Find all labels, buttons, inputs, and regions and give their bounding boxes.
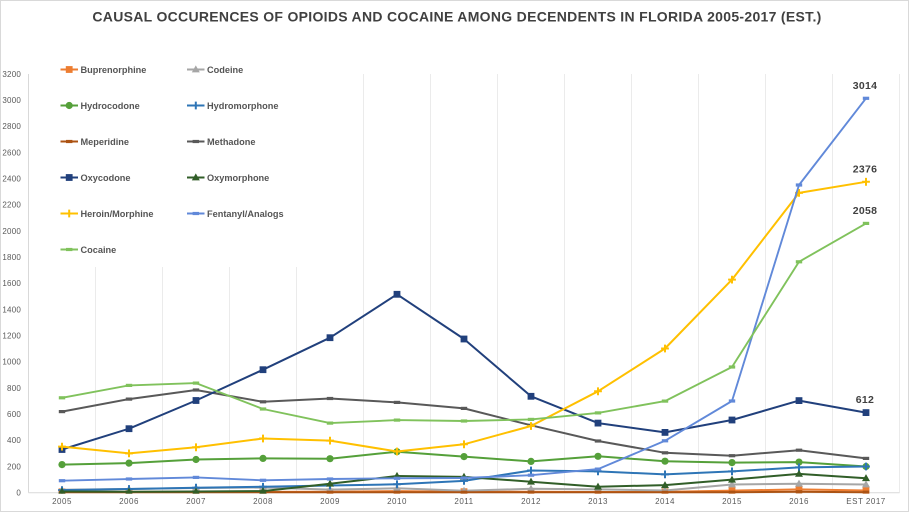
svg-text:2600: 2600 (2, 148, 21, 157)
svg-text:2013: 2013 (588, 497, 608, 506)
svg-text:600: 600 (7, 410, 21, 419)
svg-text:2005: 2005 (52, 497, 72, 506)
svg-text:Hydromorphone: Hydromorphone (207, 101, 278, 111)
svg-text:2014: 2014 (655, 497, 675, 506)
svg-text:Oxymorphone: Oxymorphone (207, 173, 269, 183)
svg-text:3200: 3200 (2, 70, 21, 79)
svg-text:2012: 2012 (521, 497, 541, 506)
svg-text:2058: 2058 (853, 205, 878, 217)
svg-text:200: 200 (7, 462, 21, 471)
svg-text:Fentanyl/Analogs: Fentanyl/Analogs (207, 209, 284, 219)
svg-text:2008: 2008 (253, 497, 273, 506)
svg-text:1200: 1200 (2, 332, 21, 341)
svg-text:2800: 2800 (2, 122, 21, 131)
svg-text:2010: 2010 (387, 497, 407, 506)
svg-text:1000: 1000 (2, 358, 21, 367)
svg-text:2011: 2011 (454, 497, 473, 506)
svg-text:2006: 2006 (119, 497, 139, 506)
svg-text:Oxycodone: Oxycodone (81, 173, 131, 183)
svg-text:EST 2017: EST 2017 (846, 497, 885, 506)
svg-text:Heroin/Morphine: Heroin/Morphine (81, 209, 154, 219)
svg-text:Meperidine: Meperidine (81, 137, 130, 147)
svg-text:0: 0 (16, 489, 21, 498)
svg-text:Hydrocodone: Hydrocodone (81, 101, 140, 111)
svg-text:3014: 3014 (853, 80, 878, 92)
svg-text:1800: 1800 (2, 253, 21, 262)
svg-text:Methadone: Methadone (207, 137, 256, 147)
svg-text:612: 612 (856, 394, 874, 406)
svg-text:3000: 3000 (2, 96, 21, 105)
svg-text:2000: 2000 (2, 227, 21, 236)
svg-text:1400: 1400 (2, 305, 21, 314)
svg-text:Buprenorphine: Buprenorphine (81, 65, 147, 75)
svg-text:2376: 2376 (853, 163, 878, 175)
svg-text:Cocaine: Cocaine (81, 245, 117, 255)
svg-text:2016: 2016 (789, 497, 809, 506)
svg-text:2200: 2200 (2, 201, 21, 210)
svg-text:2009: 2009 (320, 497, 340, 506)
svg-text:1600: 1600 (2, 279, 21, 288)
svg-text:2007: 2007 (186, 497, 206, 506)
svg-text:400: 400 (7, 436, 21, 445)
svg-text:2400: 2400 (2, 175, 21, 184)
svg-text:800: 800 (7, 384, 21, 393)
svg-text:Codeine: Codeine (207, 65, 243, 75)
svg-text:2015: 2015 (722, 497, 742, 506)
svg-text:CAUSAL OCCURENCES OF OPIOIDS A: CAUSAL OCCURENCES OF OPIOIDS AND COCAINE… (92, 9, 821, 25)
